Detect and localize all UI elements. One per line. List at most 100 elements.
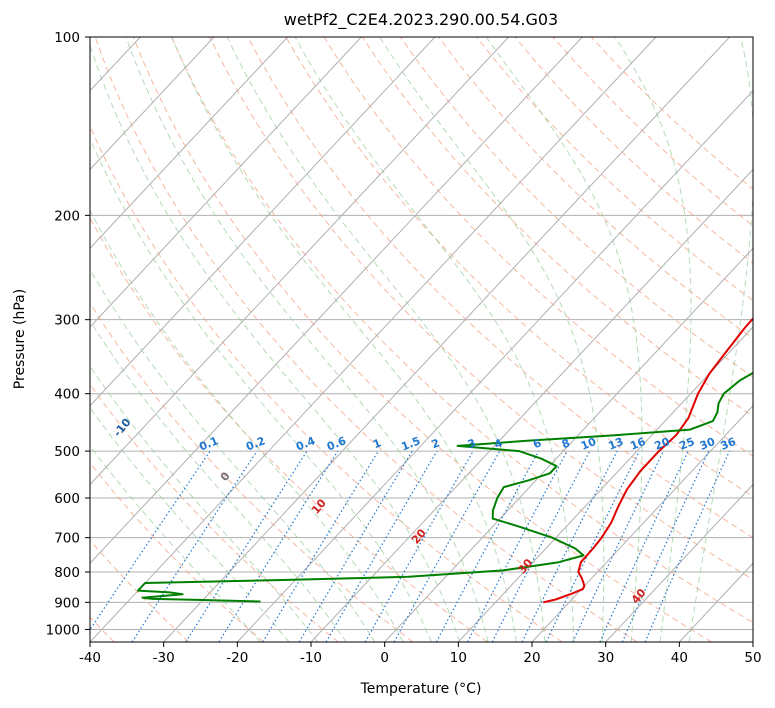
isotherm-line: [457, 326, 753, 642]
dry-adiabat-line: [90, 124, 563, 642]
x-tick-label: 40: [671, 650, 688, 666]
isotherm-line: [531, 405, 753, 642]
isotherms: [0, 37, 753, 642]
y-tick-label: 700: [54, 531, 80, 547]
sounding-traces: [137, 317, 753, 604]
mixing-ratio-line: [599, 450, 689, 642]
x-tick-label: -20: [226, 650, 248, 666]
isotherm-line: [90, 37, 510, 486]
x-tick-label: 10: [450, 650, 467, 666]
x-tick-label: -10: [300, 650, 322, 666]
mixing-ratio-label: 13: [606, 435, 625, 453]
mixing-ratio-line: [90, 450, 211, 631]
moist-adiabat-line: [90, 406, 290, 642]
x-tick-label: -40: [79, 650, 101, 666]
dry-adiabat-line: [171, 37, 753, 624]
dry-adiabat-label: 30: [515, 556, 535, 576]
x-tick-label: 20: [523, 650, 540, 666]
moist-adiabat-line: [614, 37, 692, 642]
mixing-ratio-line: [644, 450, 731, 642]
mixing-ratio-label: 30: [698, 435, 717, 453]
moist-adiabat-line: [90, 445, 261, 642]
x-axis-title: Temperature (°C): [360, 681, 482, 697]
isotherm-line: [90, 37, 583, 564]
axes-ticks: -40 -30 -20 -10 0 10 20 30 40 50 100 200 300 400 500 60…: [46, 30, 762, 666]
dry-adiabat-line: [132, 37, 712, 642]
mixing-ratio-label: 8: [560, 436, 572, 451]
plot-area: 0.10.20.40.611.52346810131620253036-100-…: [0, 37, 753, 642]
mixing-ratio-line: [491, 450, 591, 642]
x-tick-label: 0: [380, 650, 389, 666]
chart-title: wetPf2_C2E4.2023.290.00.54.G03: [284, 10, 558, 30]
dry-adiabat-label: -10: [111, 416, 134, 440]
dry-adiabat-line: [247, 37, 753, 539]
dry-adiabat-line: [590, 37, 753, 190]
isotherm-line: [605, 483, 753, 642]
y-axis-title: Pressure (hPa): [12, 289, 28, 389]
mixing-ratio-label: 10: [579, 435, 598, 453]
mixing-ratio-label: 2: [430, 436, 442, 451]
moist-adiabat-line: [294, 37, 575, 642]
isotherm-line: [236, 90, 753, 642]
dry-adiabat-line: [90, 383, 339, 642]
dry-adiabats: [90, 37, 753, 642]
pressure-gridlines: [90, 37, 753, 630]
moist-adiabat-line: [226, 37, 546, 642]
isotherm-line: [90, 37, 289, 250]
mixing-ratio-line: [364, 450, 474, 642]
dry-adiabat-line: [323, 37, 753, 457]
dry-adiabat-label: 40: [629, 586, 649, 606]
moist-adiabat-line: [688, 37, 753, 642]
isotherm-line: [90, 37, 215, 171]
y-tick-label: 900: [54, 595, 80, 611]
mixing-ratio-line: [466, 450, 568, 642]
x-tick-label: -30: [153, 650, 175, 666]
isotherm-line: [90, 37, 657, 642]
mixing-ratio-line: [572, 450, 665, 642]
moist-adiabat-line: [90, 319, 347, 642]
mixing-ratio-label: 1: [371, 436, 383, 451]
x-tick-label: 50: [744, 650, 761, 666]
y-tick-label: 400: [54, 387, 80, 403]
y-tick-label: 600: [54, 491, 80, 507]
y-tick-label: 300: [54, 313, 80, 329]
moist-adiabat-line: [485, 37, 643, 642]
y-tick-label: 800: [54, 565, 80, 581]
y-tick-label: 100: [54, 30, 80, 46]
dry-adiabat-label: 20: [409, 526, 429, 546]
dry-adiabat-line: [285, 37, 753, 498]
mixing-ratio-line: [521, 450, 618, 642]
moist-adiabat-line: [379, 37, 605, 642]
dewpoint-trace: [137, 371, 753, 603]
mixing-ratio-line: [185, 450, 308, 642]
isotherm-line: [0, 37, 67, 642]
moist-adiabat-line: [90, 365, 319, 642]
dry-adiabat-label: -20: [27, 379, 50, 403]
dry-adiabat-line: [90, 216, 488, 642]
mixing-ratio-line: [393, 450, 501, 642]
dry-adiabat-line: [90, 302, 414, 642]
mixing-ratio-line: [131, 450, 258, 642]
mixing-ratio-line: [621, 450, 710, 642]
dry-adiabat-line: [438, 37, 753, 340]
moist-adiabat-line: [90, 43, 461, 642]
isotherm-line: [310, 168, 753, 642]
moist-adiabat-line: [90, 137, 432, 642]
mixing-ratio-lines: [90, 450, 731, 642]
isopleth-labels: 0.10.20.40.611.52346810131620253036-100-…: [27, 379, 738, 607]
mixing-ratio-label: 16: [628, 435, 647, 453]
isotherm-line: [163, 37, 731, 642]
dry-adiabat-line: [476, 37, 753, 302]
dry-adiabat-line: [90, 462, 264, 642]
y-tick-label: 1000: [46, 622, 80, 638]
isotherm-line: [752, 641, 753, 642]
moist-adiabats: [90, 37, 753, 642]
plot-frame: [89, 36, 754, 643]
y-tick-label: 200: [54, 208, 80, 224]
isotherm-line: [90, 37, 362, 328]
mixing-ratio-label: 6: [531, 436, 543, 451]
moist-adiabat-line: [90, 268, 376, 642]
mixing-ratio-label: 3: [466, 436, 478, 451]
mixing-ratio-label: 20: [653, 435, 672, 453]
